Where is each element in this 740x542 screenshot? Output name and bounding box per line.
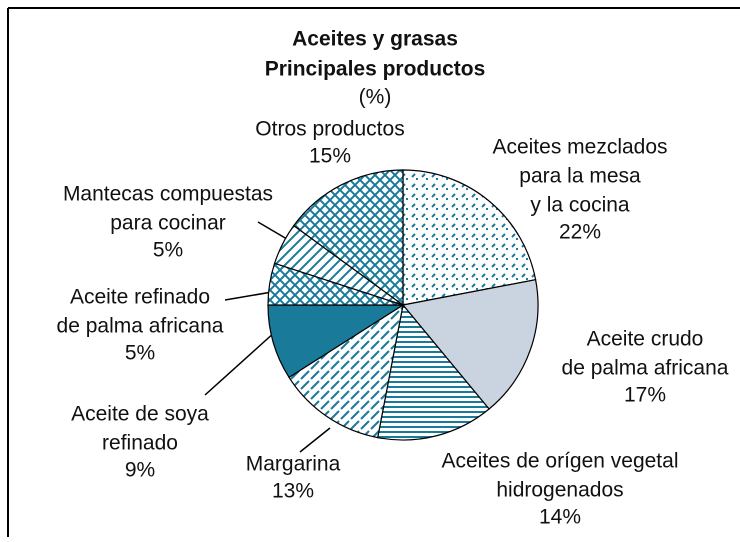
slice-value-label: 17% [624, 384, 666, 407]
slice-value-label: 15% [309, 145, 351, 168]
slice-label: de palma africana [562, 357, 729, 380]
leader-line [299, 427, 331, 453]
pie-slice [292, 169, 404, 307]
slice-value-label: 14% [539, 506, 581, 529]
slice-label: Aceites mezclados [492, 136, 667, 159]
slice-label: Otros productos [255, 118, 404, 141]
leader-lines [204, 221, 331, 453]
leader-line [204, 331, 276, 396]
slice-label: Margarina [246, 453, 341, 476]
slice-label: Aceite de soya [71, 403, 209, 426]
chart-title: Aceites y grasas [292, 28, 458, 51]
slice-label: para la mesa [519, 165, 641, 188]
pie-slice [377, 303, 490, 441]
slice-label: Aceite refinado [70, 286, 210, 309]
slice-label: y la cocina [530, 194, 630, 217]
pie-slice [402, 169, 537, 306]
slice-value-label: 13% [272, 480, 314, 503]
slice-value-label: 9% [125, 459, 155, 482]
slice-label: Aceites de orígen vegetal [442, 450, 679, 473]
slice-label: de palma africana [57, 315, 224, 338]
leader-line [224, 291, 273, 301]
slice-label: hidrogenados [496, 479, 623, 502]
slice-label: refinado [102, 432, 178, 455]
slice-value-label: 5% [125, 342, 155, 365]
chart-unit: (%) [359, 86, 392, 109]
pie-slice [288, 303, 404, 439]
chart-subtitle: Principales productos [265, 58, 486, 81]
slice-value-label: 22% [559, 221, 601, 244]
slice-label: Mantecas compuestas [63, 183, 273, 206]
pie-slice [401, 279, 539, 410]
slice-label: Aceite crudo [587, 328, 704, 351]
slice-value-label: 5% [153, 239, 183, 262]
slice-label: para cocinar [110, 212, 226, 235]
